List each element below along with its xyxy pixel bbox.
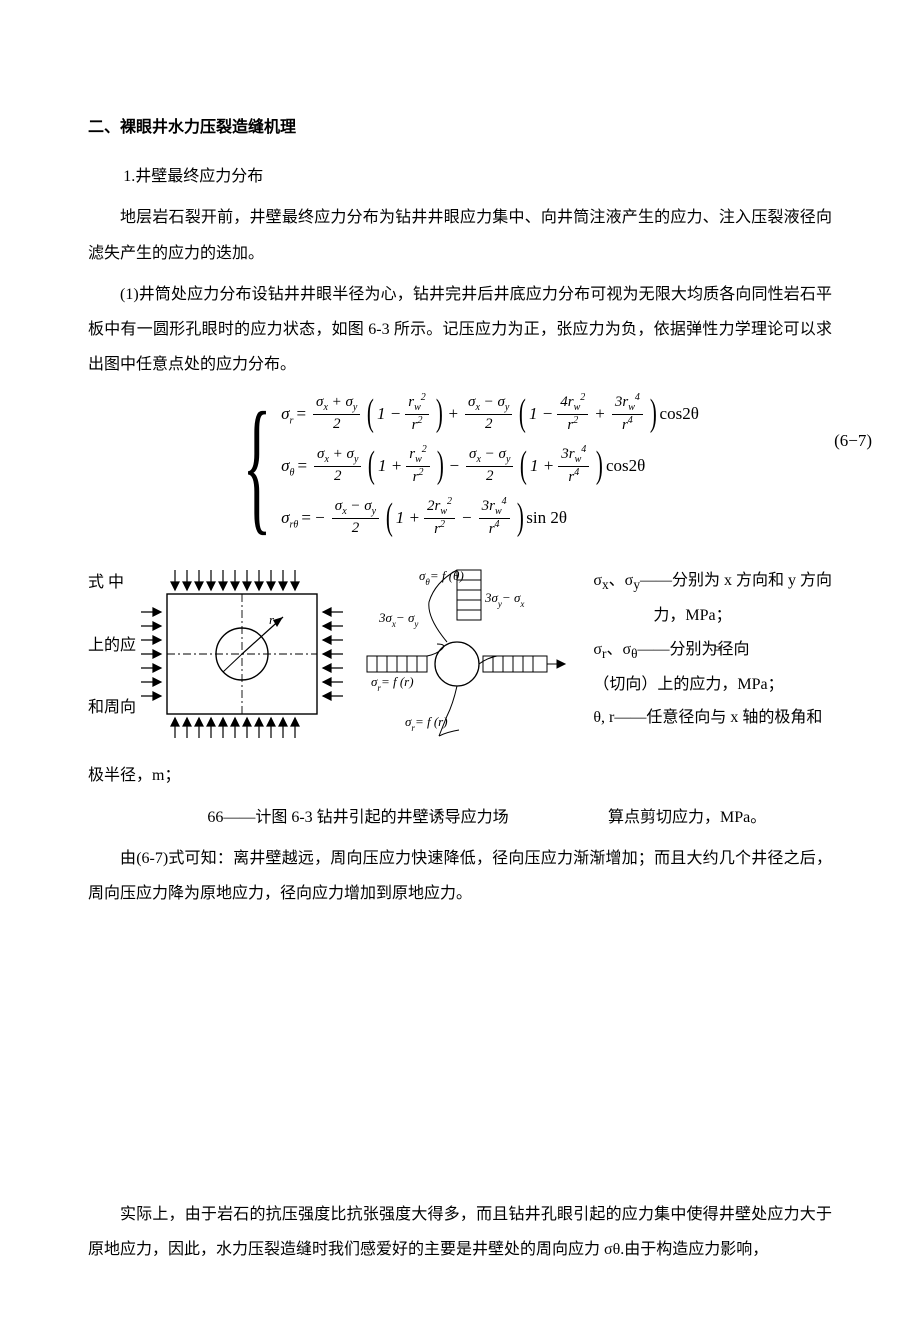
svg-text:σr= f (r): σr= f (r) [371, 674, 414, 693]
paragraph-2: (1)井筒处应力分布设钻井井眼半径为心，钻井完井后井底应力分布可视为无限大均质各… [88, 277, 832, 383]
subheading-1: 1.井壁最终应力分布 [88, 159, 832, 194]
equation-6-7: { σr= σx + σy2 (1 − rw2r2 )+ σx − σy2 (1… [88, 390, 832, 560]
figure-right-stress: σθ= f (θ) 3σy− σx 3σx− σy σr= f (r) σr= … [347, 564, 587, 744]
paragraph-1: 地层岩石裂开前，井壁最终应力分布为钻井井眼应力集中、向井筒注液产生的应力、注入压… [88, 200, 832, 270]
symbol-definitions: σx、σyσₓ、σᵧ——分别为 x 方向和 y 方向——分别为 x 方向和 y … [587, 564, 832, 735]
svg-text:3σy− σx: 3σy− σx [484, 590, 524, 609]
where-label-3: 和周向 [88, 695, 137, 721]
figure-left-plate: r [137, 564, 347, 744]
caption-left: 66——计图 6-3 钻井引起的井壁诱导应力场 [88, 800, 568, 835]
equation-number: (6−7) [834, 422, 872, 459]
caption-right: 算点剪切应力，MPa。 [568, 800, 832, 835]
figure-caption: 66——计图 6-3 钻井引起的井壁诱导应力场 算点剪切应力，MPa。 [88, 800, 832, 835]
figure-6-3: 式 中 上的应 和周向 [88, 564, 832, 754]
paragraph-4: 实际上，由于岩石的抗压强度比抗张强度大得多，而且钻井孔眼引起的应力集中使得井壁处… [88, 1197, 832, 1267]
polar-radius-label: 极半径，m； [88, 758, 832, 793]
section-title: 二、裸眼井水力压裂造缝机理 [88, 110, 832, 145]
where-label-1: 式 中 [88, 570, 137, 596]
where-label-2: 上的应 [88, 633, 137, 659]
svg-text:3σx− σy: 3σx− σy [378, 610, 418, 629]
paragraph-3: 由(6-7)式可知：离井壁越远，周向压应力快速降低，径向压应力渐渐增加；而且大约… [88, 841, 832, 911]
